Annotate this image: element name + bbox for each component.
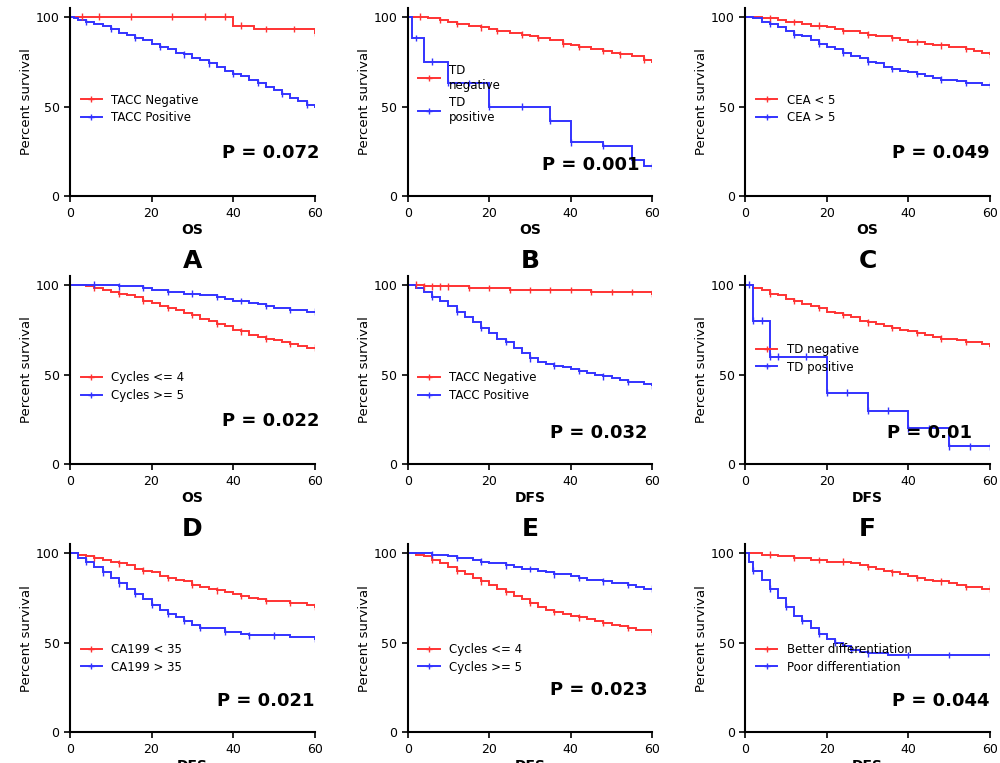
Y-axis label: Percent survival: Percent survival (358, 584, 371, 691)
Text: E: E (522, 517, 538, 541)
X-axis label: OS: OS (181, 223, 203, 237)
Text: P = 0.044: P = 0.044 (892, 692, 990, 710)
X-axis label: OS: OS (857, 223, 879, 237)
Text: P = 0.049: P = 0.049 (892, 144, 990, 163)
Text: P = 0.01: P = 0.01 (887, 423, 972, 442)
Legend: TD
negative, TD
positive: TD negative, TD positive (418, 63, 501, 124)
X-axis label: DFS: DFS (852, 491, 883, 504)
Legend: CEA < 5, CEA > 5: CEA < 5, CEA > 5 (756, 94, 835, 124)
Text: P = 0.072: P = 0.072 (222, 144, 319, 163)
Y-axis label: Percent survival: Percent survival (20, 584, 33, 691)
Legend: Cycles <= 4, Cycles >= 5: Cycles <= 4, Cycles >= 5 (81, 371, 185, 402)
Y-axis label: Percent survival: Percent survival (20, 317, 33, 423)
X-axis label: DFS: DFS (514, 491, 546, 504)
Text: P = 0.022: P = 0.022 (222, 413, 319, 430)
Text: C: C (858, 250, 877, 273)
Text: P = 0.021: P = 0.021 (217, 692, 314, 710)
Y-axis label: Percent survival: Percent survival (695, 49, 708, 156)
X-axis label: OS: OS (519, 223, 541, 237)
Text: F: F (859, 517, 876, 541)
Y-axis label: Percent survival: Percent survival (358, 317, 371, 423)
Legend: Cycles <= 4, Cycles >= 5: Cycles <= 4, Cycles >= 5 (418, 643, 522, 674)
Text: P = 0.023: P = 0.023 (550, 681, 647, 698)
Legend: Better differentiation, Poor differentiation: Better differentiation, Poor differentia… (756, 643, 912, 674)
X-axis label: DFS: DFS (514, 758, 546, 763)
Y-axis label: Percent survival: Percent survival (695, 317, 708, 423)
Text: P = 0.001: P = 0.001 (542, 156, 640, 174)
X-axis label: DFS: DFS (177, 758, 208, 763)
Text: D: D (182, 517, 203, 541)
Legend: TACC Negative, TACC Positive: TACC Negative, TACC Positive (418, 371, 537, 402)
Y-axis label: Percent survival: Percent survival (20, 49, 33, 156)
Y-axis label: Percent survival: Percent survival (695, 584, 708, 691)
Legend: CA199 < 35, CA199 > 35: CA199 < 35, CA199 > 35 (81, 643, 182, 674)
Legend: TACC Negative, TACC Positive: TACC Negative, TACC Positive (81, 94, 199, 124)
Text: A: A (183, 250, 202, 273)
Text: B: B (520, 250, 540, 273)
X-axis label: DFS: DFS (852, 758, 883, 763)
X-axis label: OS: OS (181, 491, 203, 504)
Legend: TD negative, TD positive: TD negative, TD positive (756, 343, 859, 374)
Text: P = 0.032: P = 0.032 (550, 423, 647, 442)
Y-axis label: Percent survival: Percent survival (358, 49, 371, 156)
